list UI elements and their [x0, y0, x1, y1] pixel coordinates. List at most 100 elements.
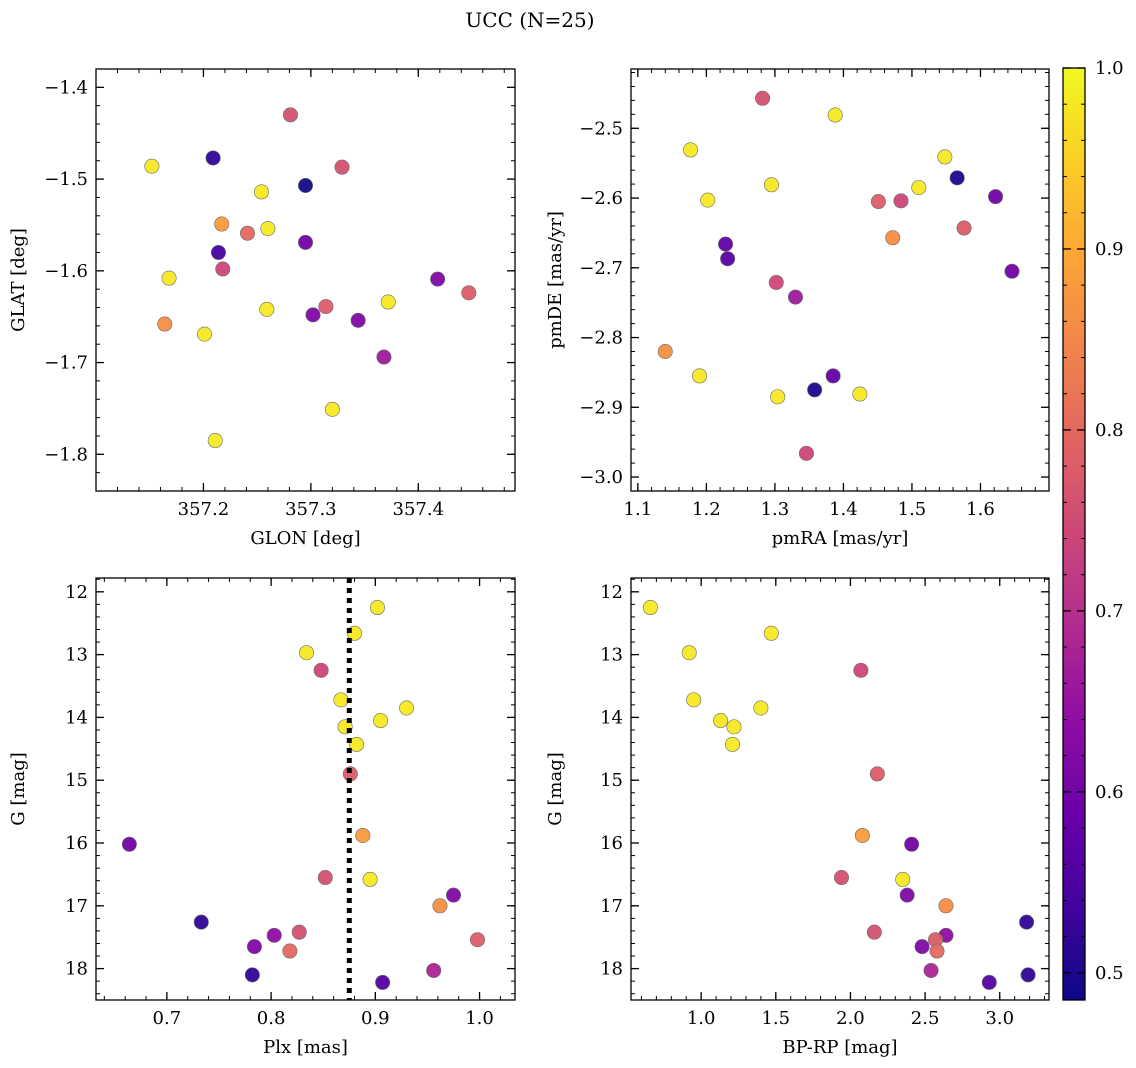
y-axis-label: G [mag]	[8, 752, 29, 825]
data-point	[157, 316, 173, 332]
colorbar-tick-label: 0.5	[1095, 963, 1124, 984]
data-point	[297, 234, 313, 250]
x-tick-label: 357.2	[178, 499, 230, 520]
colorbar-tick-label: 0.9	[1095, 239, 1124, 260]
scatter-points	[144, 107, 477, 449]
data-point	[725, 736, 741, 752]
data-point	[713, 713, 729, 729]
data-point	[763, 625, 779, 641]
data-point	[700, 192, 716, 208]
data-point	[755, 90, 771, 106]
data-point	[318, 299, 334, 315]
data-point	[282, 943, 298, 959]
data-point	[718, 236, 734, 252]
data-point	[854, 827, 870, 843]
data-point	[686, 692, 702, 708]
data-point	[375, 974, 391, 990]
data-point	[266, 927, 282, 943]
data-point	[282, 107, 298, 123]
data-point	[210, 244, 226, 260]
colorbar-tick-label: 0.6	[1095, 782, 1124, 803]
data-point	[692, 368, 708, 384]
data-point	[853, 662, 869, 678]
data-point	[207, 433, 223, 449]
x-tick-label: 2.5	[911, 1008, 940, 1029]
x-axis-label: pmRA [mas/yr]	[772, 528, 909, 549]
data-point	[121, 836, 137, 852]
data-point	[430, 271, 446, 287]
y-tick-label: −1.6	[44, 261, 88, 282]
data-point	[373, 713, 389, 729]
ticks: 0.7 0.8 0.9 1.0 12 13 14 15 16 17 18	[65, 578, 515, 1029]
y-tick-label: −2.5	[579, 118, 623, 139]
y-tick-label: −2.8	[579, 328, 623, 349]
data-point	[787, 289, 803, 305]
y-tick-label: 12	[600, 582, 623, 603]
data-point	[469, 932, 485, 948]
data-point	[825, 368, 841, 384]
data-point	[161, 270, 177, 286]
y-axis-label: GLAT [deg]	[8, 228, 29, 332]
x-axis-label: Plx [mas]	[263, 1037, 348, 1058]
data-point	[297, 178, 313, 194]
y-tick-label: −2.9	[579, 397, 623, 418]
data-point	[239, 225, 255, 241]
data-point	[350, 312, 366, 328]
colorbar-frame	[1062, 67, 1086, 1001]
data-point	[317, 870, 333, 886]
y-tick-label: 18	[65, 959, 88, 980]
data-point	[205, 150, 221, 166]
ticks: 357.2 357.3 357.4 −1.4 −1.5 −1.6 −1.7 −1.8	[44, 68, 515, 520]
colorbar-gradient	[1063, 68, 1085, 1000]
scatter-points	[657, 90, 1020, 461]
data-point	[866, 924, 882, 940]
data-point	[334, 159, 350, 175]
x-tick-label: 1.0	[465, 1008, 494, 1029]
y-tick-label: 17	[65, 896, 88, 917]
x-tick-label: 0.8	[257, 1008, 286, 1029]
x-tick-label: 0.9	[361, 1008, 390, 1029]
data-point	[253, 184, 269, 200]
ticks: 1.1 1.2 1.3 1.4 1.5 1.6 −2.5 −2.6 −2.7 −2.8 −2.9 −3…	[579, 69, 1050, 520]
data-point	[446, 887, 462, 903]
data-point	[681, 645, 697, 661]
y-tick-label: 13	[600, 645, 623, 666]
data-point	[215, 261, 231, 277]
data-point	[949, 170, 965, 186]
y-tick-label: −1.8	[44, 444, 88, 465]
x-tick-label: 1.4	[829, 499, 858, 520]
data-point	[197, 326, 213, 342]
data-point	[376, 349, 392, 365]
x-tick-label: 357.4	[393, 499, 445, 520]
panel-cmd: 1.0 1.5 2.0 2.5 3.0 12 13 14 15 16 17 18 BP-RP [mag]…	[545, 577, 1050, 1058]
ticks: 1.0 1.5 2.0 2.5 3.0 12 13 14 15 16 17 18	[600, 578, 1049, 1029]
data-point	[333, 692, 349, 708]
data-point	[305, 307, 321, 323]
y-tick-label: 16	[65, 833, 88, 854]
data-point	[461, 285, 477, 301]
y-tick-label: 14	[600, 707, 623, 728]
data-point	[929, 943, 945, 959]
data-point	[1019, 914, 1035, 930]
data-point	[244, 967, 260, 983]
data-point	[937, 149, 953, 165]
data-point	[988, 189, 1004, 205]
y-tick-label: 12	[65, 582, 88, 603]
colorbar-tick-label: 0.8	[1095, 420, 1124, 441]
data-point	[642, 600, 658, 616]
data-point	[362, 871, 378, 887]
data-point	[324, 401, 340, 417]
y-tick-label: 15	[600, 770, 623, 791]
y-tick-label: 17	[600, 896, 623, 917]
data-point	[193, 914, 209, 930]
y-axis-label: G [mag]	[545, 752, 566, 825]
data-point	[299, 645, 315, 661]
data-point	[1020, 967, 1036, 983]
x-tick-label: 1.2	[692, 499, 721, 520]
data-point	[895, 871, 911, 887]
axes-frame	[630, 577, 1050, 1001]
y-tick-label: −2.6	[579, 188, 623, 209]
colorbar-tick-label: 0.7	[1095, 601, 1124, 622]
data-point	[753, 700, 769, 716]
y-tick-label: −1.4	[44, 77, 88, 98]
